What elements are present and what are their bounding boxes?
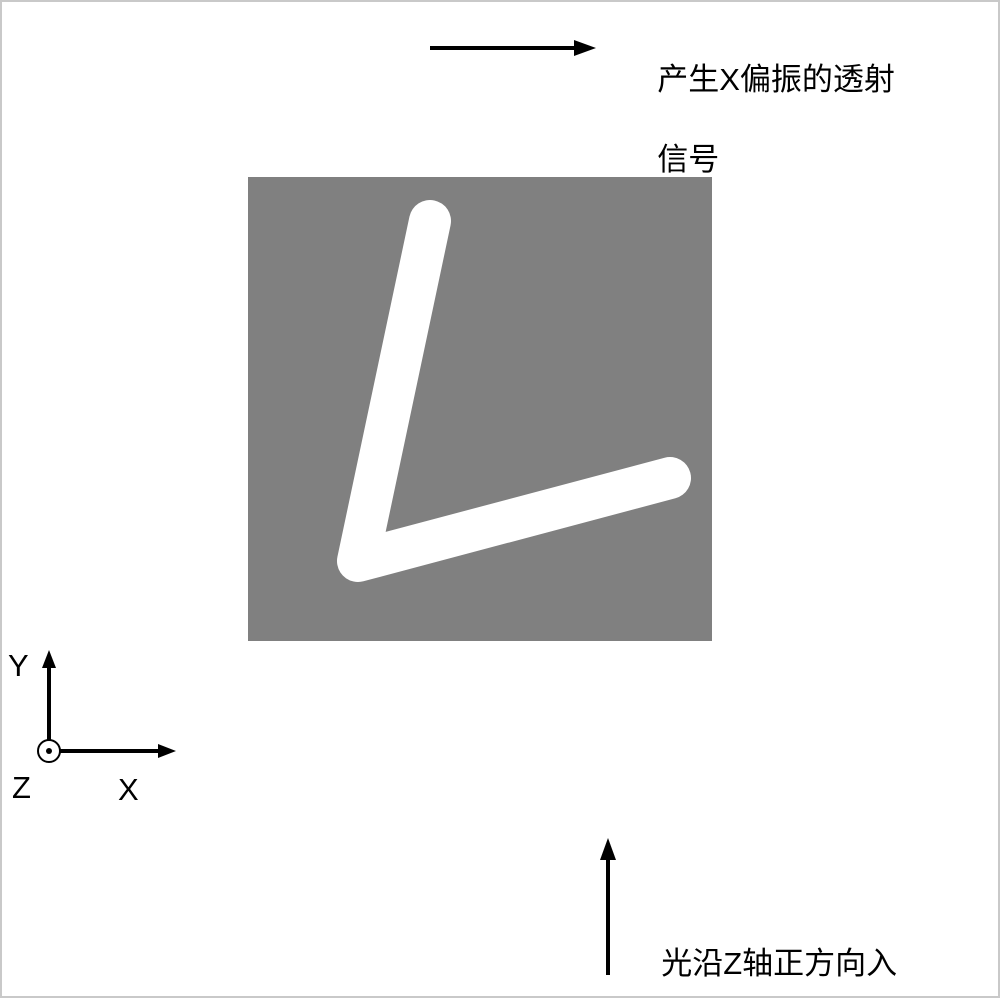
top-label: 产生X偏振的透射 信号	[640, 20, 895, 180]
top-label-line1: 产生X偏振的透射	[657, 62, 895, 97]
bottom-arrow	[600, 838, 616, 975]
bottom-label-line1: 光沿Z轴正方向入	[661, 946, 897, 981]
coordinate-axes	[38, 650, 176, 762]
gray-square	[248, 177, 712, 641]
axis-label-z: Z	[12, 770, 31, 806]
top-label-line2: 信号	[657, 142, 719, 177]
bottom-label: 光沿Z轴正方向入 射，偏振为Y方向	[644, 904, 899, 998]
axis-label-x: X	[118, 772, 139, 808]
top-arrow	[430, 40, 596, 56]
axis-label-y: Y	[8, 648, 29, 684]
